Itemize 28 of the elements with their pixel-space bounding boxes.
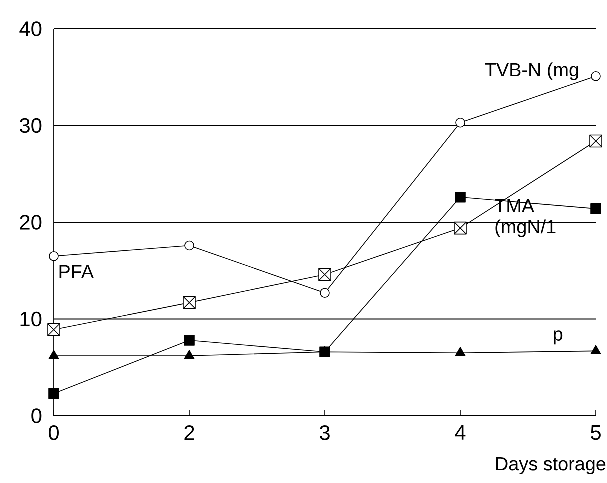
annotation: PFA [60, 265, 94, 278]
point [455, 347, 466, 356]
series-label: TMA (mgN/1 [495, 199, 556, 238]
point [48, 350, 60, 360]
point [48, 388, 60, 400]
point [184, 350, 195, 360]
x-tick-label: 4 [455, 426, 466, 440]
y-tick-label: 0 [32, 408, 42, 424]
y-tick-label: 30 [20, 118, 42, 134]
y-tick-label: 20 [20, 215, 42, 230]
x-tick-label: 2 [184, 426, 194, 440]
series-label: TVB-N (mg [485, 62, 578, 80]
series-label: p [554, 330, 563, 345]
point [49, 251, 59, 262]
point [456, 118, 466, 128]
x-tick-label: 0 [48, 426, 59, 440]
y-tick-label: 40 [20, 22, 42, 36]
x-tick-label: 5 [591, 426, 601, 440]
x-tick-label: 3 [320, 426, 330, 440]
point [455, 192, 466, 203]
point [591, 72, 601, 82]
point [590, 345, 602, 354]
point [184, 240, 194, 251]
point [184, 335, 195, 346]
y-tick-label: 10 [20, 312, 42, 327]
point [320, 288, 330, 298]
point [590, 204, 602, 214]
x-axis-title: Days storage [496, 458, 606, 474]
